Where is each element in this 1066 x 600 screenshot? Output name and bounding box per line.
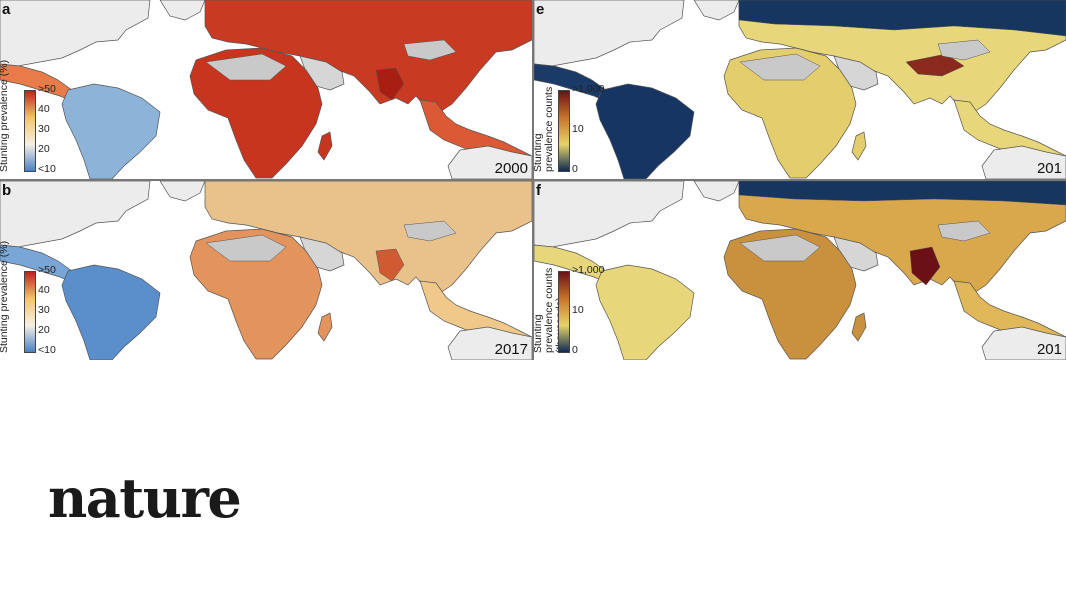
legend-a: Stunting prevalence (%) >50 40 30 20 <10 [0,60,70,175]
land-australia [447,326,532,360]
legend-tick-b-1: 40 [38,284,50,296]
land-africa [723,228,857,360]
land-northAmerica [534,0,685,67]
map-panel-f: f Stunting prevalence counts (thousands)… [534,181,1066,360]
land-europeAsia [738,181,1066,294]
no-data-region [739,53,821,81]
land-greenland [159,0,206,21]
hotspot-region [738,0,1066,37]
legend-tick-e-2: 0 [572,163,578,175]
hotspot-region [905,53,965,77]
legend-tick-a-3: 20 [38,143,50,155]
land-northAmerica [534,181,685,248]
panel-letter-e: e [536,1,545,18]
legend-tick-f-2: 0 [572,344,578,356]
land-madagascar [317,312,333,342]
map-panel-e: e Stunting prevalence counts >1,000 10 0… [534,0,1066,179]
legend-colorbar-a [24,90,36,172]
land-madagascar [851,131,867,161]
land-southAmerica [595,264,695,360]
land-australia [447,145,532,179]
legend-tick-a-0: >50 [38,83,56,95]
no-data-region [739,234,821,262]
map-canvas-b [0,181,532,360]
legend-f: Stunting prevalence counts (thousands) >… [534,261,605,356]
panel-divider-vertical [532,0,534,360]
legend-colorbar-f [558,271,570,353]
land-australia [981,145,1066,179]
legend-tick-a-2: 30 [38,123,50,135]
legend-colorbar-b [24,271,36,353]
land-europeAsia [204,181,532,294]
land-madagascar [851,312,867,342]
hotspot-region [375,67,405,101]
legend-tick-b-2: 30 [38,304,50,316]
land-africa [189,47,323,179]
year-label-a: 2000 [494,160,528,177]
land-greenland [159,181,206,202]
stunting-map-figure: a Stunting prevalence (%) >50 40 30 20 <… [0,0,1066,360]
land-africa [189,228,323,360]
map-canvas-f [534,181,1066,360]
legend-colorbar-e [558,90,570,172]
panel-letter-f: f [536,182,541,199]
hotspot-region [909,246,941,286]
legend-b: Stunting prevalence (%) >50 40 30 20 <10 [0,241,70,356]
year-label-e: 201 [1036,160,1062,177]
land-southAmerica [595,83,695,179]
land-greenland [693,0,740,21]
map-canvas-e [534,0,1066,179]
no-data-region [403,220,457,242]
no-data-region [403,39,457,61]
map-panel-a: a Stunting prevalence (%) >50 40 30 20 <… [0,0,532,179]
panel-letter-b: b [2,182,12,199]
legend-tick-f-1: 10 [572,304,584,316]
land-africa [723,47,857,179]
land-europeAsia [204,0,532,113]
land-greenland [693,181,740,202]
legend-tick-b-0: >50 [38,264,56,276]
legend-e: Stunting prevalence counts >1,000 10 0 [534,80,605,175]
land-northAmerica [0,0,151,67]
land-madagascar [317,131,333,161]
legend-title-e: Stunting prevalence counts [534,86,555,172]
panel-letter-a: a [2,1,11,18]
legend-tick-a-4: <10 [38,163,56,175]
hotspot-region [738,181,1066,206]
no-data-region [937,220,991,242]
map-panel-b: b Stunting prevalence (%) >50 40 30 20 <… [0,181,532,360]
year-label-f: 201 [1036,341,1062,358]
map-canvas-a [0,0,532,179]
nature-logo: nature [48,466,242,530]
legend-title-b: Stunting prevalence (%) [0,241,10,353]
no-data-region [937,39,991,61]
no-data-region [205,234,287,262]
hotspot-region [375,248,405,282]
legend-tick-f-0: >1,000 [572,264,605,276]
no-data-region [205,53,287,81]
land-australia [981,326,1066,360]
legend-tick-b-4: <10 [38,344,56,356]
legend-tick-e-1: 10 [572,123,584,135]
land-southAmerica [61,264,161,360]
legend-title-f: Stunting prevalence counts (thousands) [534,267,566,353]
legend-tick-e-0: >1,000 [572,83,605,95]
land-southAmerica [61,83,161,179]
land-northAmerica [0,181,151,248]
year-label-b: 2017 [494,341,528,358]
legend-tick-b-3: 20 [38,324,50,336]
legend-title-a: Stunting prevalence (%) [0,60,10,172]
legend-tick-a-1: 40 [38,103,50,115]
